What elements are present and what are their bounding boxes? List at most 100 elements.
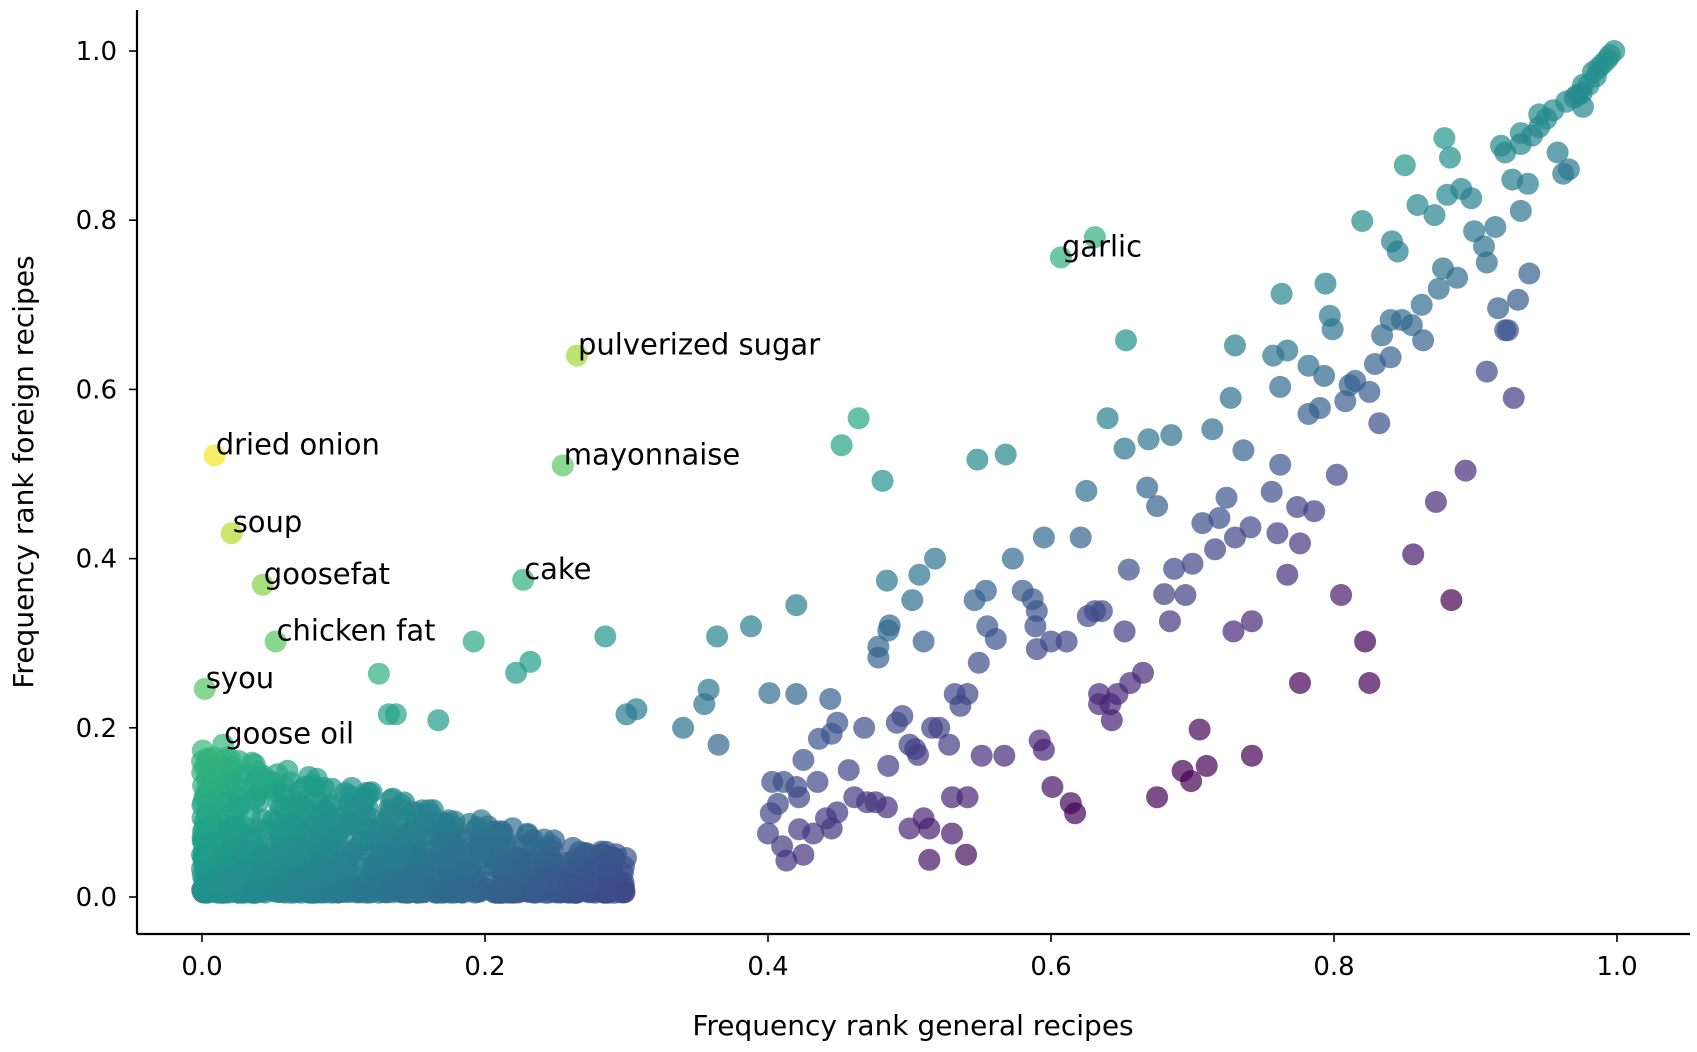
data-point: [1325, 463, 1348, 486]
data-point: [1314, 272, 1337, 295]
data-point: [1440, 589, 1463, 612]
data-point: [1049, 246, 1072, 269]
data-point: [1475, 360, 1498, 383]
data-point: [1239, 516, 1262, 539]
data-point: [1188, 718, 1211, 741]
data-point: [296, 880, 319, 903]
x-tick-label: 0.6: [1030, 952, 1071, 982]
data-point: [222, 870, 245, 893]
data-point: [1270, 282, 1293, 305]
data-point: [566, 344, 588, 367]
data-point: [1400, 314, 1423, 337]
data-point: [348, 810, 371, 833]
data-point: [1289, 532, 1311, 555]
y-tick-label: 0.8: [76, 206, 117, 236]
data-point: [396, 824, 418, 847]
data-point: [788, 786, 811, 809]
data-point: [875, 569, 898, 592]
y-tick-label: 1.0: [76, 37, 117, 67]
data-point: [378, 878, 400, 901]
data-point: [792, 843, 815, 866]
data-point: [1406, 194, 1429, 216]
data-point: [423, 879, 446, 902]
data-point: [266, 763, 289, 786]
data-point: [409, 842, 432, 865]
data-point: [928, 716, 951, 739]
data-point: [1412, 329, 1435, 352]
x-tick-label: 0.4: [747, 952, 788, 982]
data-point: [1598, 44, 1621, 67]
data-point: [1501, 168, 1524, 191]
y-tick-label: 0.4: [76, 545, 117, 575]
data-point: [1146, 495, 1169, 518]
data-point: [601, 846, 624, 869]
data-point: [1075, 479, 1098, 502]
data-point: [244, 769, 267, 792]
data-point: [1163, 557, 1186, 580]
data-point: [1146, 786, 1169, 809]
data-point: [1433, 127, 1456, 150]
data-point: [613, 881, 636, 904]
data-point: [785, 594, 808, 617]
data-point: [820, 722, 843, 745]
data-point: [1174, 584, 1197, 606]
data-point: [1090, 600, 1113, 623]
points-layer: [191, 40, 1626, 904]
data-point: [593, 881, 616, 904]
data-point: [1303, 500, 1326, 523]
data-point: [1552, 162, 1575, 185]
data-point: [1368, 412, 1391, 435]
data-point: [759, 802, 782, 825]
annotation-label: dried onion: [216, 427, 380, 461]
data-point: [993, 744, 1016, 767]
data-point: [955, 843, 978, 866]
data-point: [956, 786, 979, 809]
data-point: [1137, 428, 1160, 451]
data-point: [1386, 240, 1409, 263]
data-point: [1354, 630, 1377, 653]
annotation-label: mayonnaise: [564, 438, 740, 472]
y-axis-label: Frequency rank foreign recipes: [7, 255, 40, 688]
data-point: [1032, 526, 1055, 549]
data-point: [1041, 776, 1064, 798]
data-point: [1269, 375, 1292, 398]
data-point: [299, 814, 322, 837]
data-point: [758, 682, 781, 705]
data-point: [337, 793, 360, 816]
annotation-label: syou: [206, 661, 274, 695]
data-point: [1099, 693, 1122, 716]
data-point: [1475, 251, 1498, 274]
data-point: [938, 733, 961, 756]
data-point: [384, 703, 407, 726]
data-point: [706, 625, 729, 648]
data-point: [1215, 486, 1238, 509]
data-point: [203, 444, 226, 467]
data-point: [843, 786, 866, 809]
data-point: [220, 522, 243, 545]
data-point: [1286, 496, 1309, 518]
data-point: [462, 630, 485, 653]
data-point: [310, 842, 333, 865]
data-point: [326, 876, 349, 899]
data-point: [1460, 187, 1483, 210]
data-point: [196, 815, 219, 838]
data-point: [1423, 204, 1446, 227]
data-point: [904, 738, 927, 760]
annotation-label: goosefat: [264, 557, 390, 591]
data-point: [1208, 507, 1231, 529]
data-point: [1115, 329, 1137, 352]
data-point: [1393, 154, 1416, 177]
data-point: [522, 881, 545, 904]
data-point: [970, 744, 993, 767]
data-point: [199, 756, 222, 779]
data-point: [984, 628, 1007, 650]
annotation-label: soup: [233, 505, 303, 539]
data-point: [1313, 364, 1336, 387]
data-point: [806, 770, 829, 793]
data-point: [1240, 610, 1263, 633]
data-point: [1379, 346, 1402, 369]
data-point: [561, 836, 584, 859]
x-tick-label: 0.8: [1313, 952, 1354, 982]
data-point: [901, 589, 924, 612]
data-point: [918, 817, 941, 840]
